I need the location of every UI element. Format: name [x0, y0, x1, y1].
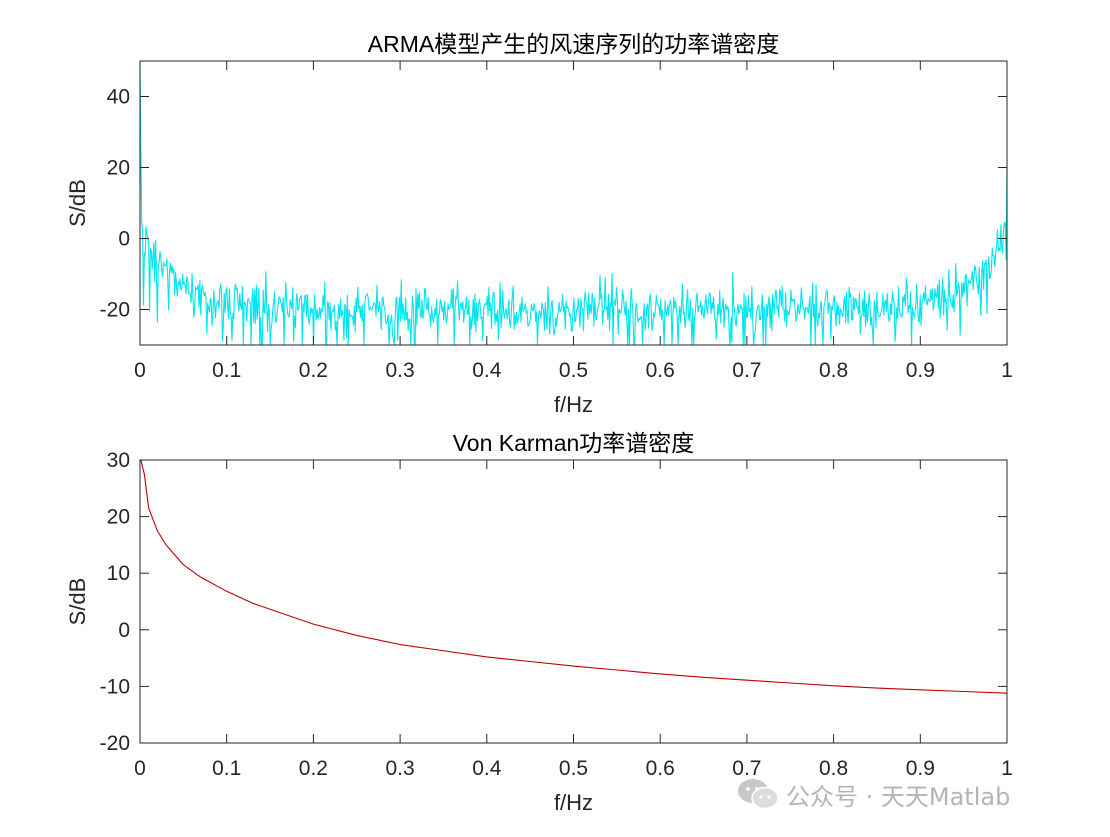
x-tick-label: 1	[1001, 359, 1013, 382]
arma-psd-y-label: S/dB	[65, 179, 90, 227]
von-karman-psd-series-group	[140, 459, 1008, 694]
x-tick-label: 0.9	[906, 757, 935, 780]
y-tick-label: 0	[118, 228, 130, 251]
von-karman-psd-axes-background	[140, 460, 1007, 743]
x-tick-label: 0.9	[906, 359, 935, 382]
von-karman-psd-line	[140, 459, 1008, 694]
arma-psd-y-ticks: -20 0 20 40	[100, 86, 1007, 322]
x-tick-label: 0.2	[299, 359, 328, 382]
wechat-icon	[738, 779, 779, 810]
y-tick-label: -20	[100, 732, 130, 755]
y-tick-label: -20	[100, 299, 130, 322]
y-tick-label: 20	[107, 506, 130, 529]
x-tick-label: 0.5	[559, 359, 588, 382]
x-tick-label: 0.5	[559, 757, 588, 780]
watermark-text: 公众号 · 天天Matlab	[786, 782, 1011, 811]
arma-psd-title: ARMA模型产生的风速序列的功率谱密度	[368, 31, 779, 57]
x-tick-label: 0.3	[385, 757, 414, 780]
x-tick-label: 0.7	[732, 757, 761, 780]
y-tick-label: -10	[100, 675, 130, 698]
x-tick-label: 0	[134, 359, 146, 382]
x-tick-label: 0	[134, 757, 146, 780]
von-karman-psd-x-ticks: 0 0.1 0.2 0.3 0.4 0.5 0.6 0.7 0.8 0.9 1	[134, 460, 1013, 780]
x-tick-label: 0.2	[299, 757, 328, 780]
arma-psd-line	[139, 64, 1008, 346]
x-tick-label: 0.6	[646, 757, 675, 780]
von-karman-psd-x-label: f/Hz	[554, 790, 593, 815]
von-karman-psd-subplot: Von Karman功率谱密度 0 0.1 0.2 0.3 0.4 0.5 0.6 0.7 0.…	[65, 430, 1013, 815]
y-tick-label: 40	[107, 86, 130, 109]
arma-psd-subplot: ARMA模型产生的风速序列的功率谱密度 0 0.1 0.2 0.3 0.4 0.5 0.6 0…	[65, 31, 1013, 417]
von-karman-psd-title: Von Karman功率谱密度	[453, 430, 695, 456]
y-tick-label: 30	[107, 449, 130, 472]
x-tick-label: 0.8	[819, 757, 848, 780]
von-karman-psd-y-label: S/dB	[65, 578, 90, 626]
y-tick-label: 0	[118, 619, 130, 642]
x-tick-label: 0.4	[472, 757, 502, 780]
y-tick-label: 10	[107, 562, 130, 585]
x-tick-label: 0.8	[819, 359, 848, 382]
x-tick-label: 1	[1001, 757, 1013, 780]
von-karman-psd-y-ticks: -20 -10 0 10 20 30	[100, 449, 1007, 755]
y-tick-label: 20	[107, 157, 130, 180]
x-tick-label: 0.3	[385, 359, 414, 382]
x-tick-label: 0.4	[472, 359, 502, 382]
x-tick-label: 0.1	[212, 359, 241, 382]
arma-psd-series-group	[139, 64, 1008, 346]
watermark: 公众号 · 天天Matlab	[736, 776, 1010, 812]
x-tick-label: 0.1	[212, 757, 241, 780]
arma-psd-axes-background	[140, 61, 1007, 345]
arma-psd-x-label: f/Hz	[554, 392, 593, 417]
arma-psd-x-ticks: 0 0.1 0.2 0.3 0.4 0.5 0.6 0.7 0.8 0.9 1	[134, 61, 1013, 382]
x-tick-label: 0.7	[732, 359, 761, 382]
x-tick-label: 0.6	[646, 359, 675, 382]
